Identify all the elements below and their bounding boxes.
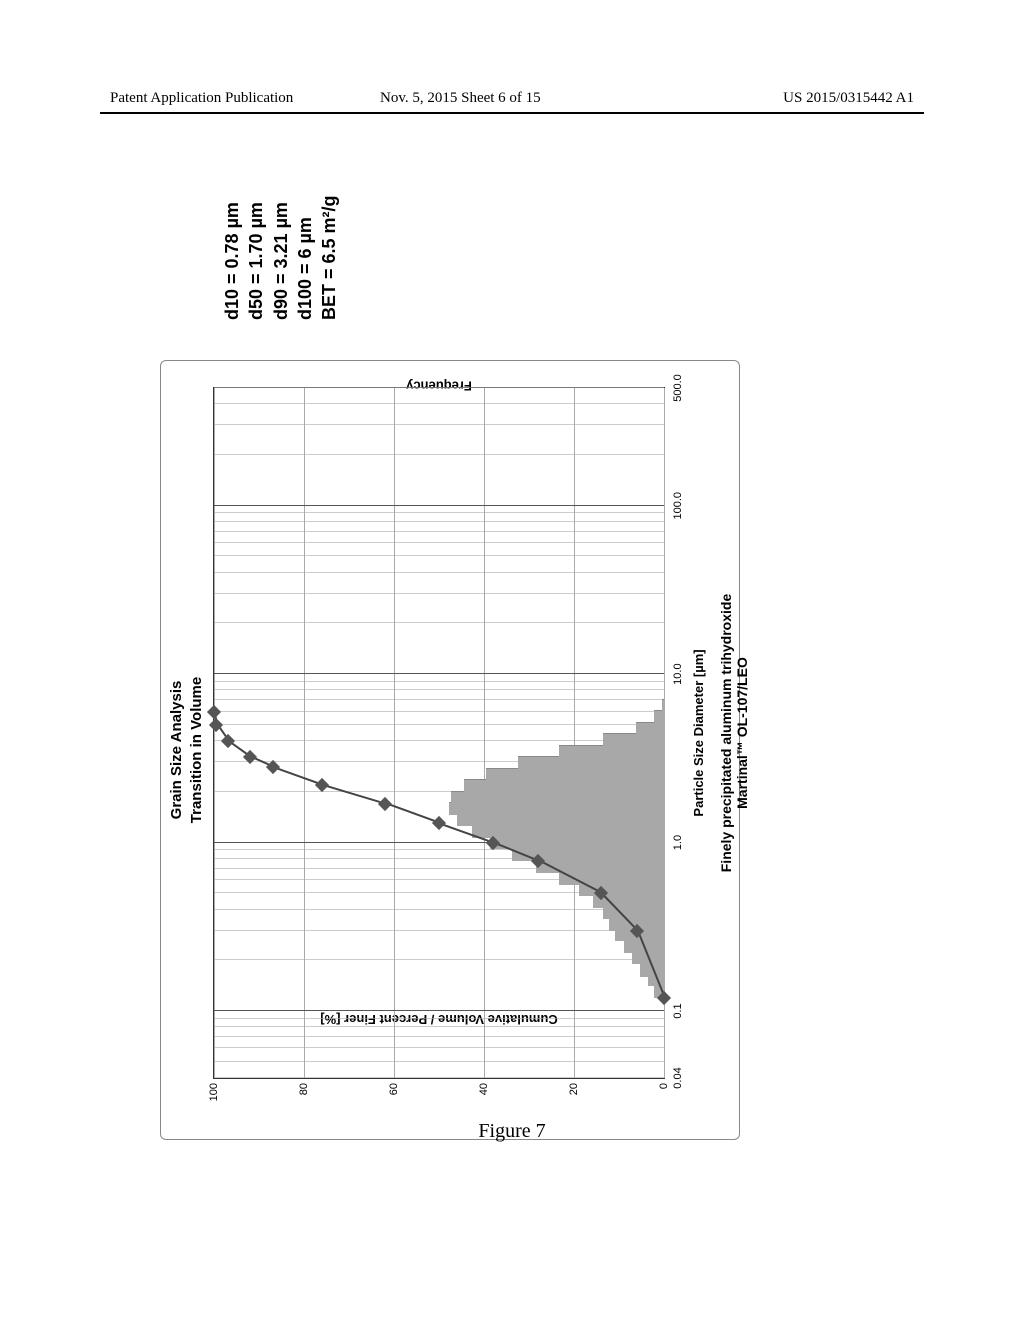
y-gridline [484, 388, 485, 1078]
y-gridline [394, 388, 395, 1078]
d10-value: d10 = 0.78 µm [220, 195, 244, 320]
x-gridline [214, 959, 664, 960]
x-gridline [214, 711, 664, 712]
chart-title-2: Transition in Volume [187, 371, 207, 1129]
x-axis-label: Particle Size Diameter [µm] [691, 649, 706, 816]
histogram-bar [464, 779, 664, 791]
header-rule [100, 112, 924, 114]
histogram-bar [579, 884, 664, 896]
chart-title-1: Grain Size Analysis [167, 371, 187, 1129]
figure-wrap: Grain Size Analysis Transition in Volume… [160, 240, 860, 1140]
parameters-box: d10 = 0.78 µm d50 = 1.70 µm d90 = 3.21 µ… [220, 195, 341, 320]
y-gridline [304, 388, 305, 1078]
histogram-bar [490, 837, 664, 850]
caption-line-1: Finely precipitated aluminum trihydroxid… [718, 594, 734, 873]
y-axis-label: Cumulative Volume / Percent Finer [%] [320, 1012, 557, 1027]
y-gridline [214, 388, 215, 1078]
y-tick-label: 80 [298, 1083, 310, 1113]
y-gridline [574, 388, 575, 1078]
histogram-bar [603, 907, 664, 920]
y-tick-label: 20 [568, 1083, 580, 1113]
histogram-bar [457, 814, 664, 826]
bet-value: BET = 6.5 m²/g [317, 195, 341, 320]
x-tick-label: 10.0 [672, 663, 684, 684]
rotated-figure: Grain Size Analysis Transition in Volume… [160, 240, 860, 1140]
x-gridline [214, 403, 664, 404]
header-right: US 2015/0315442 A1 [783, 90, 914, 107]
y-tick-label: 100 [208, 1083, 220, 1113]
x-tick-label: 100.0 [672, 492, 684, 520]
x-gridline [214, 555, 664, 556]
x-gridline [214, 1061, 664, 1062]
histogram-bar [662, 699, 664, 711]
x-gridline [214, 505, 664, 506]
x-gridline [214, 1018, 664, 1019]
y-tick-label: 60 [388, 1083, 400, 1113]
histogram-bar [449, 802, 664, 815]
cumulative-point [220, 734, 234, 748]
y-gridline [664, 388, 665, 1078]
chart-panel: Grain Size Analysis Transition in Volume… [160, 360, 740, 1140]
x-gridline [214, 673, 664, 674]
x-gridline [214, 424, 664, 425]
x-gridline [214, 681, 664, 682]
d50-value: d50 = 1.70 µm [244, 195, 268, 320]
header-left: Patent Application Publication [110, 90, 293, 107]
d100-value: d100 = 6 µm [293, 195, 317, 320]
figure-number: Figure 7 [0, 1120, 1024, 1143]
header-center: Nov. 5, 2015 Sheet 6 of 15 [380, 90, 541, 107]
histogram-bar [559, 745, 664, 758]
x-gridline [214, 387, 664, 388]
histogram-bar [654, 710, 664, 723]
y-tick-label: 40 [478, 1083, 490, 1113]
d90-value: d90 = 3.21 µm [269, 195, 293, 320]
x-tick-label: 0.04 [672, 1067, 684, 1088]
x-tick-label: 500.0 [672, 374, 684, 402]
chart-caption: Finely precipitated aluminum trihydroxid… [718, 594, 750, 873]
x-gridline [214, 454, 664, 455]
cumulative-point [432, 816, 446, 830]
histogram-bar [536, 860, 664, 873]
cumulative-line [323, 784, 386, 804]
x-gridline [214, 593, 664, 594]
cumulative-point [315, 778, 329, 792]
x-gridline [214, 1026, 664, 1027]
cumulative-point [207, 704, 221, 718]
cumulative-point [378, 797, 392, 811]
frequency-label: Frequency [406, 378, 472, 393]
x-gridline [214, 521, 664, 522]
x-gridline [214, 1036, 664, 1037]
histogram-bar [486, 768, 664, 781]
histogram-bar [518, 756, 664, 769]
histogram-bar [636, 722, 664, 735]
y-tick-label: 0 [658, 1083, 670, 1113]
x-gridline [214, 572, 664, 573]
x-gridline [214, 622, 664, 623]
histogram-bar [603, 733, 664, 745]
x-gridline [214, 689, 664, 690]
x-gridline [214, 1077, 664, 1078]
x-gridline [214, 1047, 664, 1048]
chart-titles: Grain Size Analysis Transition in Volume [167, 371, 206, 1129]
x-gridline [214, 542, 664, 543]
x-tick-label: 1.0 [672, 835, 684, 850]
x-gridline [214, 909, 664, 910]
plot-area: Cumulative Volume / Percent Finer [%] Fr… [213, 387, 665, 1079]
x-gridline [214, 1010, 664, 1011]
x-gridline [214, 699, 664, 700]
x-gridline [214, 740, 664, 741]
caption-line-2: Martinal™ OL-107/LEO [734, 594, 750, 873]
histogram-bar [472, 825, 664, 837]
x-gridline [214, 724, 664, 725]
x-gridline [214, 930, 664, 931]
cumulative-point [265, 760, 279, 774]
x-gridline [214, 531, 664, 532]
x-tick-label: 0.1 [672, 1003, 684, 1018]
x-gridline [214, 512, 664, 513]
histogram-bar [451, 791, 664, 803]
